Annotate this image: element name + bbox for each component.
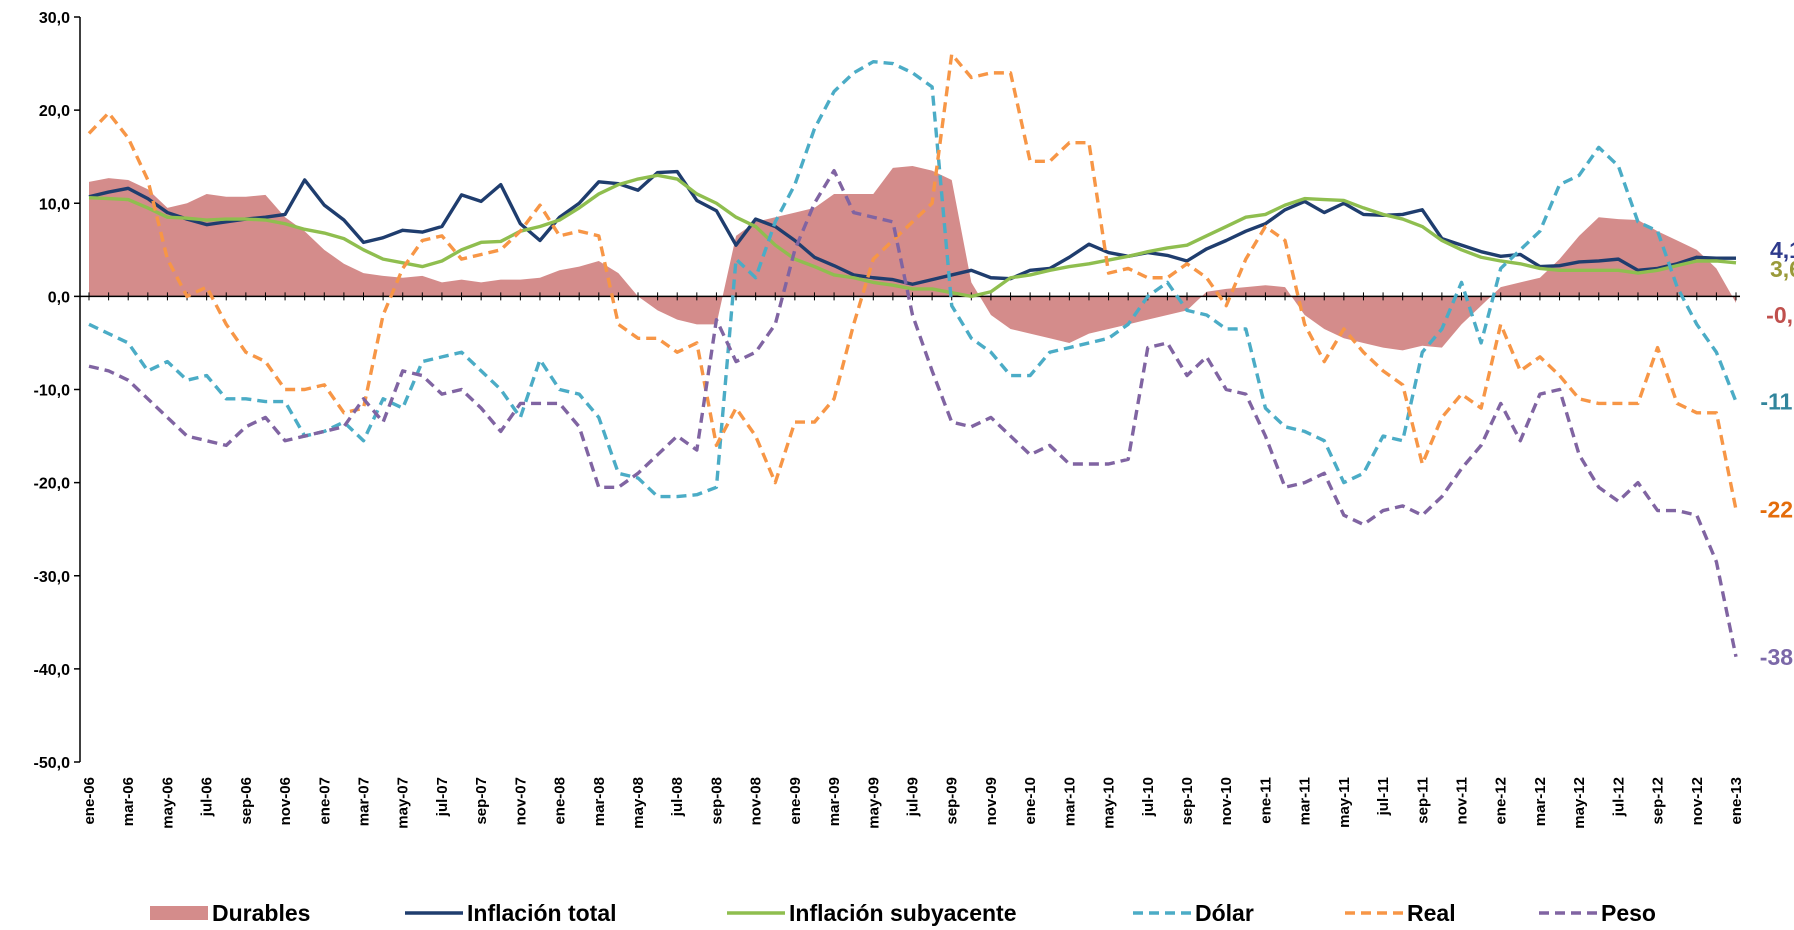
value-label: -38,7: [1760, 644, 1794, 670]
value-label: -0,7: [1766, 302, 1794, 328]
x-tick-label: may-11: [1336, 777, 1353, 828]
line: [88, 173, 1737, 299]
line: [87, 52, 1738, 510]
legend-label: Inflación subyacente: [789, 900, 1017, 926]
value-label: -22,9: [1760, 497, 1794, 523]
x-tick-label: mar-09: [826, 777, 843, 826]
x-tick-label: mar-11: [1297, 777, 1314, 825]
y-tick-label: -30,0: [34, 569, 71, 586]
value-label: 4,1: [1770, 237, 1794, 263]
x-tick-label: may-08: [630, 777, 647, 829]
x-tick-label: sep-10: [1179, 777, 1196, 825]
x-tick-label: sep-08: [708, 777, 725, 825]
x-tick-label: jul-06: [199, 777, 216, 817]
x-tick-label: ene-06: [81, 777, 98, 825]
x-tick-label: jul-09: [905, 777, 922, 817]
value-label: -11,3: [1760, 389, 1794, 415]
x-tick-label: jul-10: [1140, 777, 1157, 817]
x-tick-label: nov-09: [983, 777, 1000, 825]
x-tick-label: mar-08: [591, 777, 608, 826]
x-tick-label: sep-11: [1414, 777, 1431, 824]
x-tick-label: nov-08: [748, 777, 765, 825]
x-tick-label: sep-09: [944, 777, 961, 825]
y-tick-label: -50,0: [34, 755, 71, 772]
value-label: 3,6: [1770, 256, 1794, 282]
x-tick-label: ene-11: [1257, 777, 1274, 824]
x-tick-label: mar-07: [356, 777, 373, 826]
x-tick-label: nov-07: [512, 777, 529, 825]
y-tick-label: 0,0: [48, 289, 70, 306]
x-tick-label: ene-12: [1493, 777, 1510, 825]
x-tick-label: ene-09: [787, 777, 804, 825]
x-tick-label: mar-10: [1061, 777, 1078, 826]
x-tick-label: mar-12: [1532, 777, 1549, 826]
x-tick-label: nov-11: [1454, 777, 1471, 825]
x-tick-label: ene-07: [316, 777, 333, 825]
line: [88, 168, 1738, 658]
x-tick-label: sep-12: [1650, 777, 1667, 825]
x-tick-label: jul-08: [669, 777, 686, 817]
x-tick-label: may-12: [1571, 777, 1588, 829]
y-tick-label: 20,0: [39, 103, 70, 120]
legend-label: Dólar: [1195, 900, 1254, 926]
x-tick-label: ene-13: [1728, 777, 1745, 825]
x-tick-label: nov-12: [1689, 777, 1706, 825]
x-tick-label: jul-11: [1375, 777, 1392, 816]
legend-label: Durables: [212, 900, 310, 926]
x-tick-label: sep-06: [238, 777, 255, 825]
x-tick-label: nov-10: [1218, 777, 1235, 825]
x-tick-label: ene-10: [1022, 777, 1039, 825]
x-tick-label: nov-06: [277, 777, 294, 825]
x-tick-label: mar-06: [120, 777, 137, 826]
x-tick-label: may-09: [865, 777, 882, 829]
y-tick-label: 10,0: [39, 196, 70, 213]
x-tick-label: jul-07: [434, 777, 451, 817]
legend-label: Inflación total: [467, 900, 617, 926]
x-tick-label: jul-12: [1610, 777, 1627, 817]
x-tick-label: may-06: [159, 777, 176, 829]
legend-label: Peso: [1601, 900, 1656, 926]
line: [88, 60, 1738, 499]
y-tick-label: -20,0: [34, 476, 71, 493]
y-tick-label: -10,0: [34, 383, 71, 400]
y-tick-label: -40,0: [34, 662, 71, 679]
line: [88, 169, 1736, 286]
x-tick-label: sep-07: [473, 777, 490, 825]
area: [89, 166, 1736, 351]
x-tick-label: ene-08: [552, 777, 569, 825]
y-tick-label: 30,0: [39, 10, 70, 27]
x-tick-label: may-10: [1101, 777, 1118, 829]
legend-swatch: [150, 906, 208, 920]
x-tick-label: may-07: [395, 777, 412, 829]
legend-label: Real: [1407, 900, 1456, 926]
